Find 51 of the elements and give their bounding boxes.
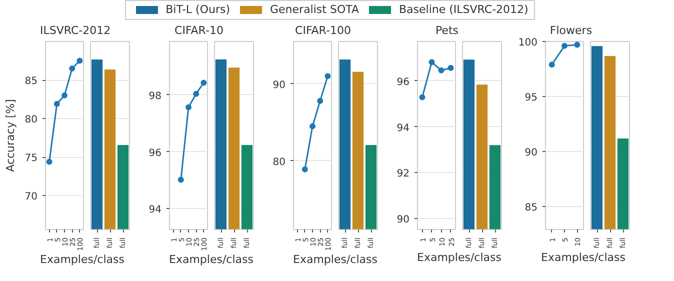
x-axis-title: Examples/class	[293, 253, 378, 266]
point	[178, 176, 184, 183]
y-tick-label: 95	[524, 92, 538, 104]
point	[76, 58, 83, 64]
point	[562, 42, 568, 49]
y-tick-label: 70	[24, 192, 38, 203]
point	[317, 98, 324, 104]
legend-label: Generalist SOTA	[270, 3, 359, 16]
point	[548, 62, 555, 68]
point	[438, 67, 444, 74]
y-tick-label: 94	[396, 122, 410, 134]
y-tick-label: 92	[396, 168, 410, 180]
y-tick-label: 80	[272, 156, 286, 168]
y-tick-label: 85	[24, 76, 38, 88]
chart-title: Pets	[435, 24, 459, 37]
legend-label: BiT-L (Ours)	[166, 3, 230, 16]
x-axis-title: Examples/class	[541, 251, 626, 264]
y-tick-label: 75	[24, 153, 38, 164]
point	[302, 166, 308, 172]
y-tick-label: 100	[518, 38, 538, 48]
x-axis-title: Examples/class	[40, 253, 124, 266]
y-tick-label: 96	[396, 76, 410, 88]
point	[54, 100, 60, 107]
point	[419, 94, 426, 100]
point	[200, 80, 207, 86]
y-axis-title: Accuracy [%]	[4, 99, 17, 172]
point	[574, 42, 580, 48]
point	[69, 65, 76, 72]
x-axis-title: Examples/class	[169, 253, 254, 266]
legend-label: Baseline (ILSVRC-2012)	[399, 3, 528, 16]
y-tick-label: 90	[272, 80, 286, 91]
chart-title: CIFAR-10	[174, 24, 224, 37]
chart-title: ILSVRC-2012	[40, 24, 111, 37]
point	[46, 158, 52, 165]
y-tick-label: 94	[148, 204, 162, 216]
point	[186, 104, 192, 110]
point	[324, 73, 331, 80]
chart-title: CIFAR-100	[295, 24, 351, 37]
point	[448, 64, 454, 71]
point	[310, 123, 316, 130]
chart-title: Flowers	[550, 24, 592, 37]
point	[62, 92, 68, 98]
y-tick-label: 80	[24, 114, 38, 126]
y-tick-label: 90	[524, 147, 538, 158]
point	[193, 90, 200, 97]
point	[428, 59, 435, 66]
y-tick-label: 90	[396, 214, 410, 226]
y-tick-label: 96	[148, 148, 162, 159]
y-tick-label: 85	[524, 202, 538, 214]
x-axis-title: Examples/class	[417, 251, 502, 264]
y-tick-label: 98	[148, 90, 162, 102]
